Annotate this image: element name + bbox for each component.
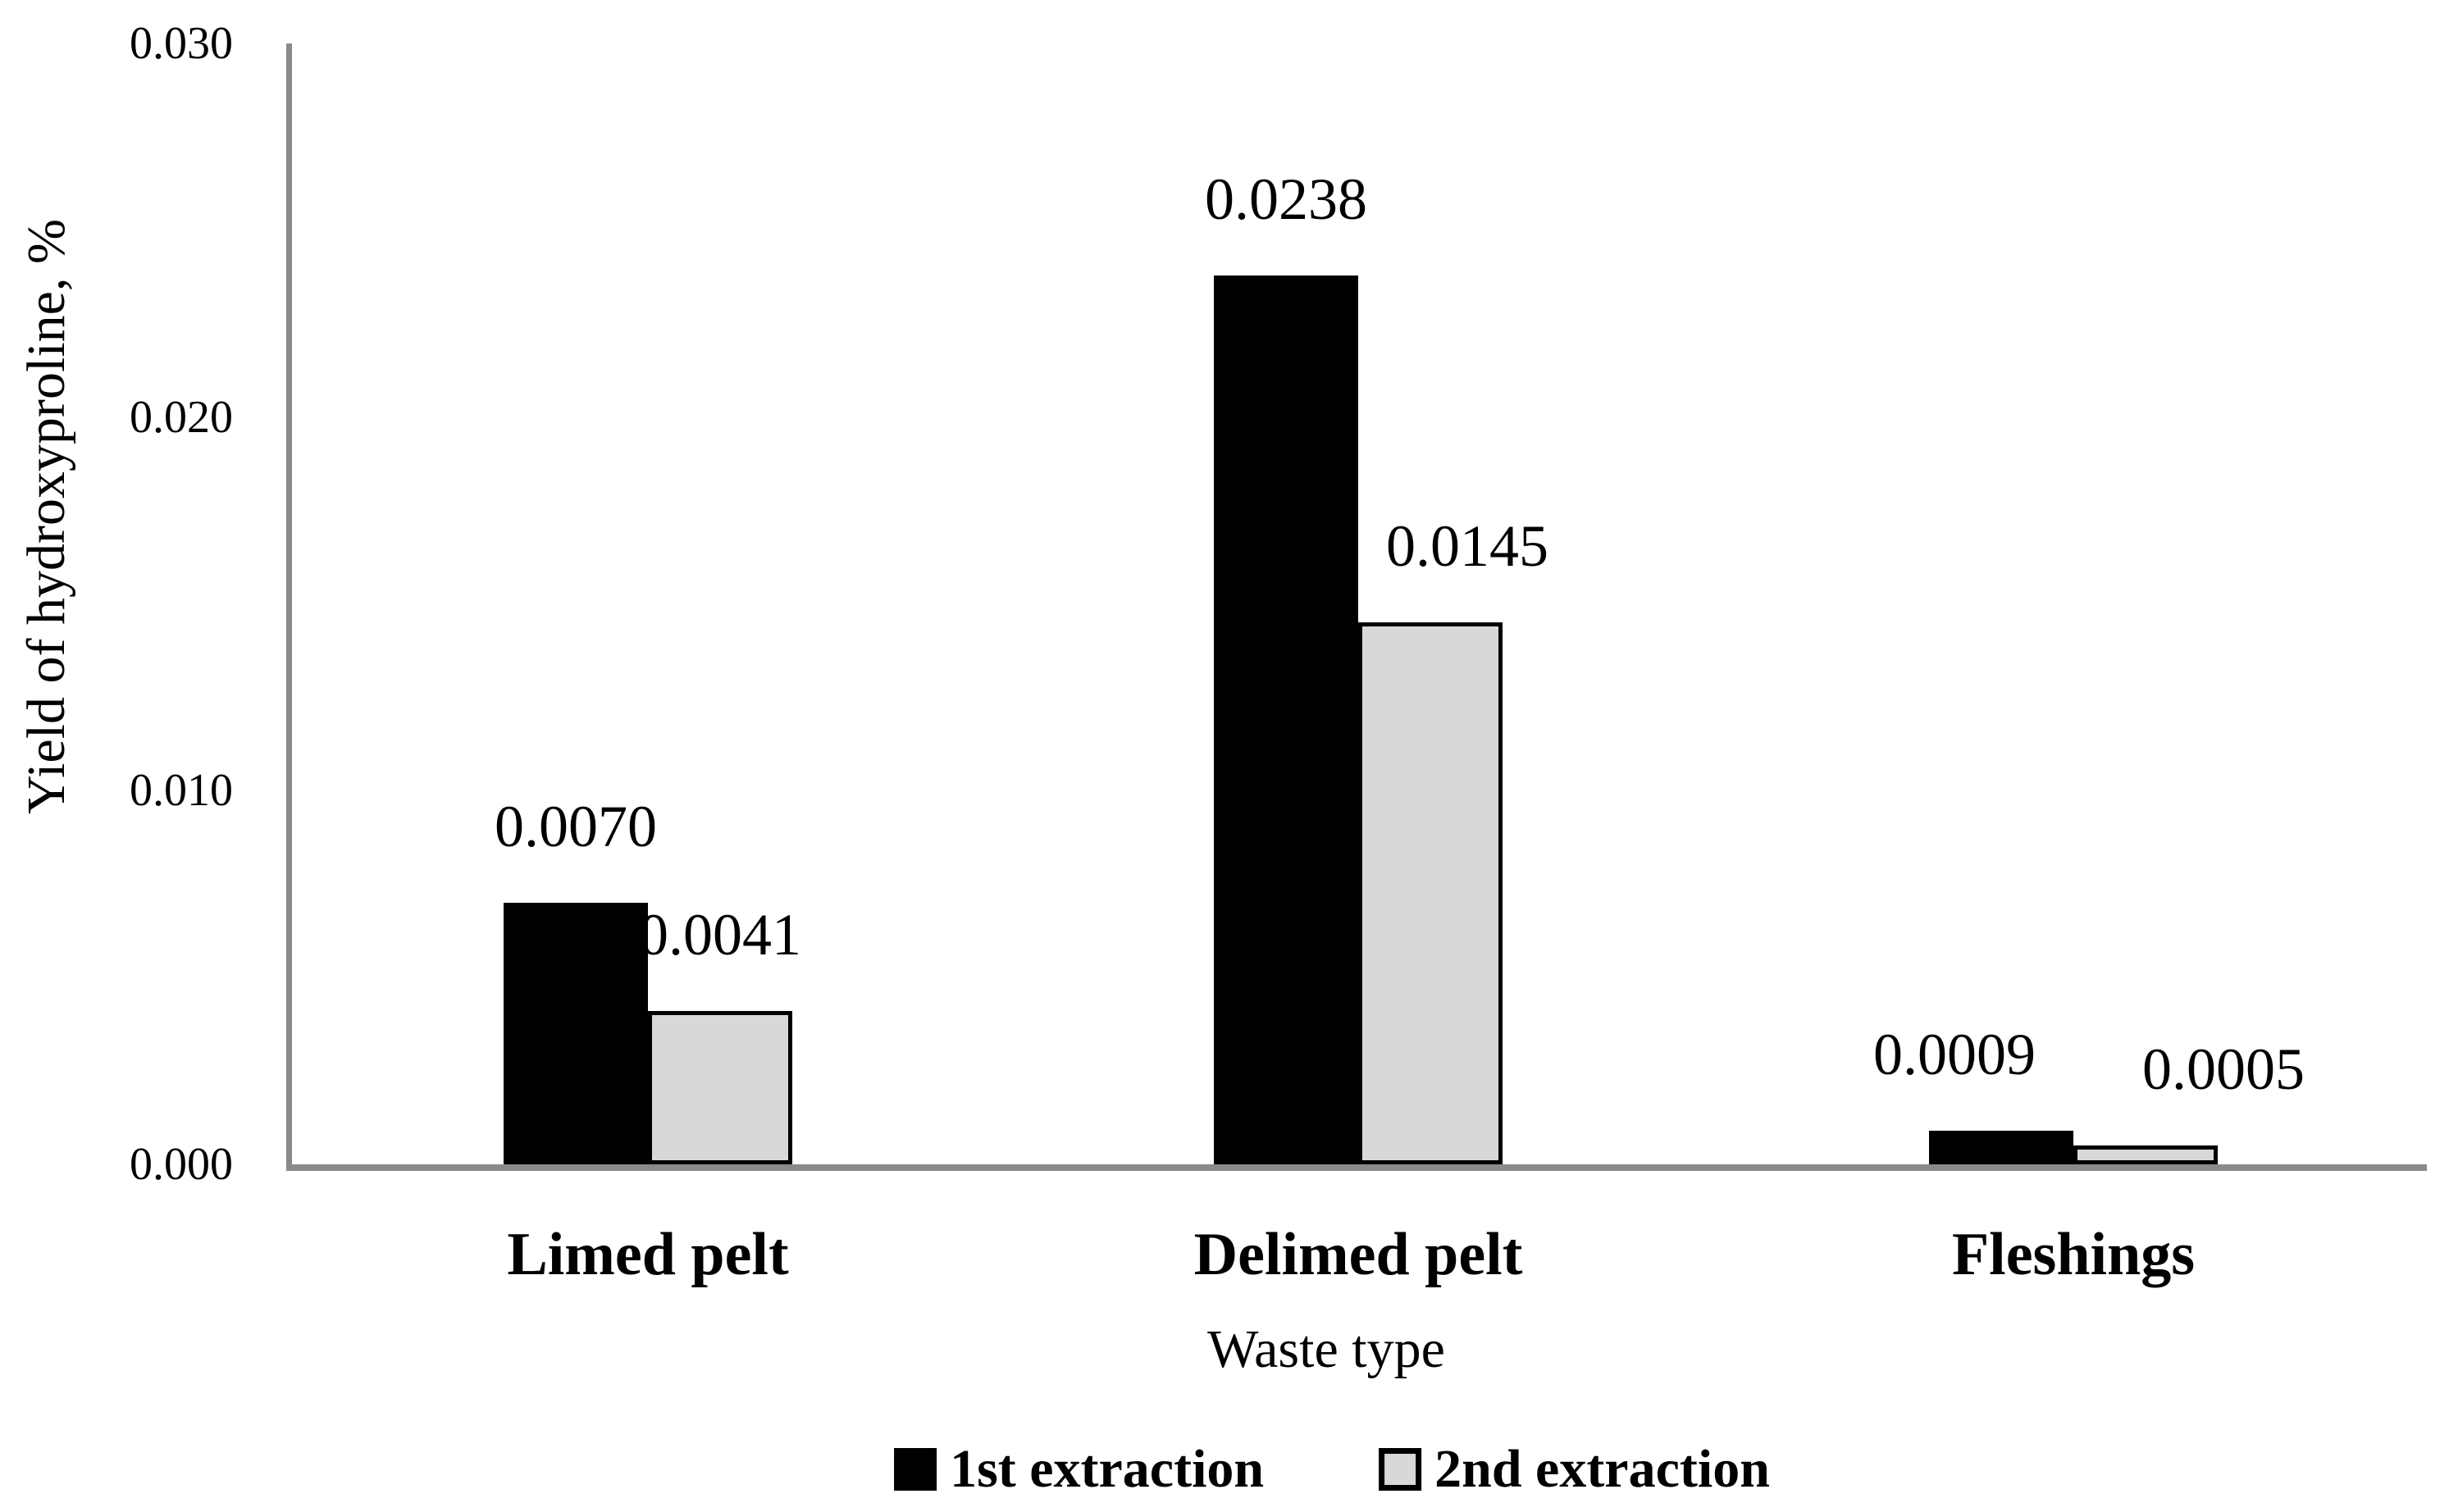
bar-2nd-extraction-delimed-pelt	[1358, 622, 1503, 1164]
bar-value-label-2nd-extraction-fleshings: 0.0005	[2142, 1036, 2305, 1102]
bar-2nd-extraction-fleshings	[2073, 1145, 2218, 1164]
legend-item-1st-extraction: 1st extraction	[894, 1437, 1264, 1502]
bar-value-label-2nd-extraction-delimed-pelt: 0.0145	[1386, 513, 1548, 579]
y-axis-line	[286, 43, 292, 1171]
legend: 1st extraction 2nd extraction	[894, 1437, 1770, 1502]
legend-label: 2nd extraction	[1434, 1439, 1770, 1499]
y-axis-title: Yield of hydroxyproline, %	[16, 219, 76, 814]
y-tick-label: 0.000	[130, 1139, 233, 1190]
bar-1st-extraction-limed-pelt	[504, 903, 648, 1164]
bar-value-label-1st-extraction-limed-pelt: 0.0070	[495, 794, 657, 859]
bar-value-label-2nd-extraction-limed-pelt: 0.0041	[639, 902, 801, 968]
bar-1st-extraction-delimed-pelt	[1214, 276, 1358, 1164]
category-label-limed-pelt: Limed pelt	[507, 1221, 789, 1288]
x-axis-title: Waste type	[1207, 1319, 1445, 1379]
legend-item-2nd-extraction: 2nd extraction	[1379, 1437, 1770, 1502]
bar-value-label-1st-extraction-delimed-pelt: 0.0238	[1205, 166, 1367, 232]
legend-swatch-icon	[894, 1448, 937, 1491]
category-label-delimed-pelt: Delimed pelt	[1193, 1221, 1523, 1288]
bar-value-label-1st-extraction-fleshings: 0.0009	[1873, 1022, 2036, 1087]
bar-2nd-extraction-limed-pelt	[648, 1011, 792, 1164]
x-axis-line	[286, 1164, 2427, 1171]
bar-1st-extraction-fleshings	[1929, 1131, 2073, 1164]
legend-swatch-icon	[1379, 1448, 1422, 1491]
category-label-fleshings: Fleshings	[1951, 1221, 2196, 1288]
legend-label: 1st extraction	[950, 1439, 1265, 1499]
y-tick-label: 0.010	[130, 765, 233, 817]
y-tick-label: 0.030	[130, 18, 233, 69]
y-tick-label: 0.020	[130, 391, 233, 443]
